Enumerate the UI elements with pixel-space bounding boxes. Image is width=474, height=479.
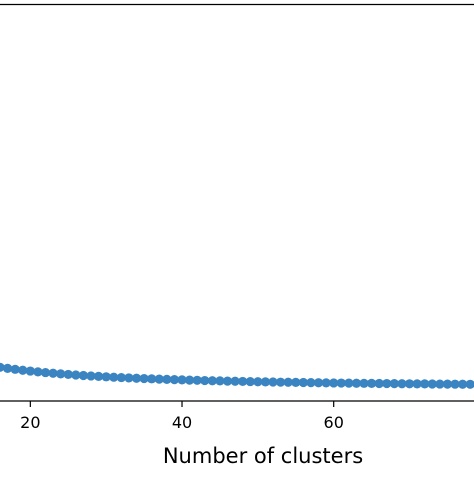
data-point [253, 377, 263, 387]
data-point [435, 379, 445, 389]
data-point [109, 372, 119, 382]
data-point [18, 365, 28, 375]
data-point [192, 375, 202, 385]
data-point [147, 374, 157, 384]
x-ticks: 20 40 60 [20, 401, 344, 432]
data-point [25, 366, 35, 376]
data-point [336, 378, 346, 388]
data-point [321, 378, 331, 388]
data-point [2, 363, 13, 373]
data-point [465, 379, 474, 389]
data-point [260, 377, 271, 387]
data-point [389, 379, 399, 389]
data-point [124, 373, 134, 383]
data-point [139, 373, 149, 384]
data-point [276, 377, 286, 387]
x-tick-label: 20 [20, 413, 40, 432]
data-point [351, 378, 362, 388]
x-axis-label: Number of clusters [163, 444, 363, 468]
data-point [71, 370, 81, 380]
data-point [93, 371, 104, 381]
data-point [162, 374, 172, 384]
data-point [10, 364, 20, 374]
data-point [63, 369, 73, 380]
data-point [283, 377, 293, 387]
data-point [207, 376, 217, 386]
data-point [78, 370, 89, 381]
data-point [427, 379, 437, 389]
data-point [458, 379, 468, 389]
data-point [86, 371, 96, 381]
data-point [222, 376, 233, 386]
data-point [291, 377, 301, 388]
data-point [397, 379, 407, 389]
data-point [313, 378, 324, 388]
data-point [154, 374, 164, 384]
data-point [200, 375, 210, 386]
data-point [177, 375, 187, 385]
data-point [230, 376, 240, 386]
data-point [215, 376, 225, 386]
data-point [412, 379, 422, 389]
data-point [238, 376, 248, 387]
data-point [169, 375, 180, 385]
data-points [0, 362, 474, 389]
data-point [450, 379, 460, 389]
data-point [359, 378, 369, 388]
data-point [101, 372, 111, 382]
data-point [116, 372, 126, 383]
data-point [382, 378, 392, 389]
data-point [374, 378, 384, 389]
x-tick-label: 40 [172, 413, 192, 432]
data-point [404, 379, 415, 389]
data-point [367, 378, 377, 388]
data-point [344, 378, 354, 388]
data-point [185, 375, 195, 385]
data-point [442, 379, 453, 389]
data-point [329, 378, 339, 388]
data-point [306, 378, 316, 388]
data-point [131, 373, 142, 383]
data-point [40, 367, 51, 378]
data-point [268, 377, 278, 387]
data-point [33, 367, 43, 377]
data-point [48, 368, 58, 378]
x-tick-label: 60 [324, 413, 344, 432]
data-point [245, 376, 255, 387]
data-point [56, 369, 66, 379]
data-point [298, 377, 308, 388]
data-point [420, 379, 430, 389]
